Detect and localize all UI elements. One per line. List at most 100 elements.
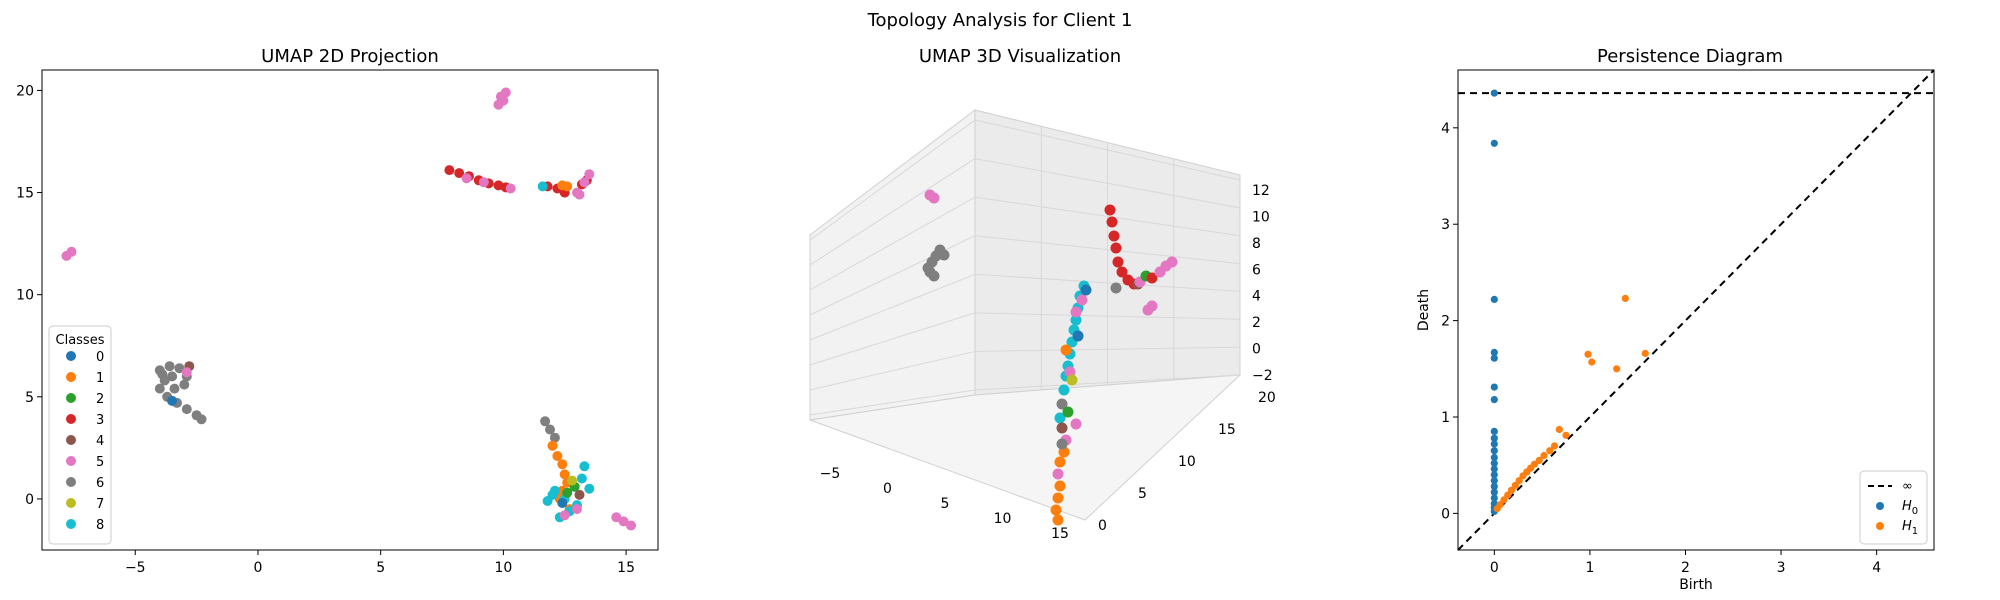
umap-2d-legend: Classes 0 1 2 3 4 5 6 7 8 bbox=[48, 325, 112, 545]
persistence-point-h1 bbox=[1504, 491, 1512, 499]
persistence-point-h0 bbox=[1490, 440, 1498, 448]
umap-3d-title: UMAP 3D Visualization bbox=[919, 46, 1121, 67]
z-tick-label: −2 bbox=[1252, 368, 1273, 384]
pane-left bbox=[809, 108, 976, 421]
umap-2d-point bbox=[167, 395, 178, 406]
umap-2d-point bbox=[181, 404, 192, 415]
legend-label: 1 bbox=[96, 371, 104, 386]
y-tick-label: 20 bbox=[1258, 390, 1276, 406]
legend-marker bbox=[66, 519, 76, 529]
y-tick-label: 5 bbox=[25, 390, 34, 406]
umap-3d-point bbox=[1080, 284, 1092, 296]
umap-3d-point bbox=[1050, 504, 1062, 516]
legend-label: 4 bbox=[96, 434, 104, 449]
x-tick-label: −5 bbox=[820, 466, 841, 482]
umap-2d-point bbox=[567, 475, 578, 486]
umap-3d-point bbox=[1110, 282, 1122, 294]
umap-3d-point bbox=[1056, 438, 1068, 450]
x-tick-label: 10 bbox=[494, 560, 512, 576]
umap-2d-point bbox=[454, 168, 465, 179]
x-tick-label: 2 bbox=[1681, 560, 1690, 576]
umap-2d-point bbox=[169, 383, 180, 394]
umap-3d-point bbox=[1108, 230, 1120, 242]
umap-2d-point bbox=[537, 181, 548, 192]
diagonal-line bbox=[1457, 69, 1935, 551]
x-tick-label: 0 bbox=[254, 560, 263, 576]
z-tick-label: 8 bbox=[1252, 236, 1261, 252]
persistence-point-h1 bbox=[1540, 451, 1548, 460]
persistence-legend-label: ∞ bbox=[1902, 479, 1913, 494]
legend-dot-marker bbox=[1876, 522, 1884, 530]
x-tick-label: −5 bbox=[125, 560, 146, 576]
grid-line bbox=[809, 158, 976, 266]
grid-line bbox=[974, 235, 1241, 265]
umap-3d-point bbox=[1052, 514, 1064, 526]
z-tick-label: 4 bbox=[1252, 289, 1261, 305]
umap-3d-point bbox=[1054, 480, 1066, 492]
umap-3d-point bbox=[1106, 216, 1118, 228]
umap-2d-title: UMAP 2D Projection bbox=[261, 46, 439, 67]
persistence-point-h0 bbox=[1490, 348, 1498, 356]
legend-marker bbox=[66, 351, 76, 361]
umap-2d-point bbox=[576, 473, 587, 484]
legend-label: 6 bbox=[96, 476, 104, 491]
umap-3d-point bbox=[1054, 456, 1066, 468]
persistence-point-h0 bbox=[1490, 494, 1498, 502]
umap-2d-point bbox=[579, 177, 590, 188]
persistence-point-h1 bbox=[1584, 350, 1592, 358]
persistence-xlabel: Birth bbox=[1679, 577, 1713, 593]
legend-marker bbox=[66, 456, 76, 466]
persistence-plot bbox=[1457, 69, 1935, 551]
umap-2d-point bbox=[181, 367, 192, 378]
umap-2d-point bbox=[557, 459, 568, 470]
grid-line bbox=[809, 196, 976, 291]
y-tick-label: 1 bbox=[1441, 410, 1450, 426]
grid-line bbox=[974, 273, 1241, 292]
persistence-panel: Persistence Diagram 0 1 2 3 4 0 1 2 3 4 Birth Dea… bbox=[1416, 46, 1935, 593]
x-tick-label: 4 bbox=[1872, 560, 1881, 576]
umap-2d-point bbox=[545, 424, 555, 435]
grid-line bbox=[809, 235, 976, 316]
persistence-point-h0 bbox=[1490, 383, 1498, 391]
z-tick-label: 0 bbox=[1252, 342, 1261, 358]
umap-2d-point bbox=[611, 512, 622, 523]
z-tick-label: 2 bbox=[1252, 315, 1261, 331]
persistence-point-h0 bbox=[1490, 295, 1498, 303]
persistence-point-h1 bbox=[1546, 447, 1554, 455]
umap-3d-point bbox=[1052, 492, 1064, 504]
grid-line bbox=[974, 119, 1241, 181]
persistence-point-h0 bbox=[1490, 354, 1498, 362]
umap-3d-point bbox=[1070, 314, 1082, 326]
persistence-point-h0 bbox=[1490, 139, 1498, 147]
legend-title: Classes bbox=[56, 333, 105, 348]
persistence-point-h1 bbox=[1562, 431, 1570, 439]
persistence-point-h1 bbox=[1641, 349, 1649, 357]
umap-3d-grid bbox=[809, 119, 1241, 416]
persistence-point-h1 bbox=[1555, 425, 1563, 434]
umap-3d-point bbox=[938, 249, 950, 261]
legend-marker bbox=[66, 435, 76, 445]
umap-3d-point bbox=[1112, 256, 1124, 268]
persistence-point-h1 bbox=[1621, 294, 1629, 302]
umap-2d-point bbox=[552, 451, 563, 461]
umap-2d-point bbox=[444, 165, 455, 176]
persistence-ylabel: Death bbox=[1416, 289, 1432, 331]
umap-3d-point bbox=[1052, 468, 1064, 480]
x-tick-label: 1 bbox=[1585, 560, 1594, 576]
umap-3d-point bbox=[924, 189, 936, 201]
x-tick-label: 0 bbox=[883, 481, 892, 497]
persistence-point-h0 bbox=[1490, 482, 1498, 490]
z-tick-label: 12 bbox=[1252, 183, 1270, 199]
umap-2d-point bbox=[461, 173, 472, 184]
persistence-point-h0 bbox=[1490, 488, 1498, 496]
x-tick-label: 0 bbox=[1490, 560, 1499, 576]
umap-2d-point bbox=[196, 414, 207, 425]
x-tick-label: 5 bbox=[376, 560, 385, 576]
persistence-point-h0 bbox=[1490, 447, 1498, 455]
z-tick-label: 6 bbox=[1252, 262, 1261, 278]
persistence-point-h0 bbox=[1490, 459, 1498, 467]
legend-marker bbox=[66, 372, 76, 382]
persistence-point-h1 bbox=[1535, 456, 1543, 464]
